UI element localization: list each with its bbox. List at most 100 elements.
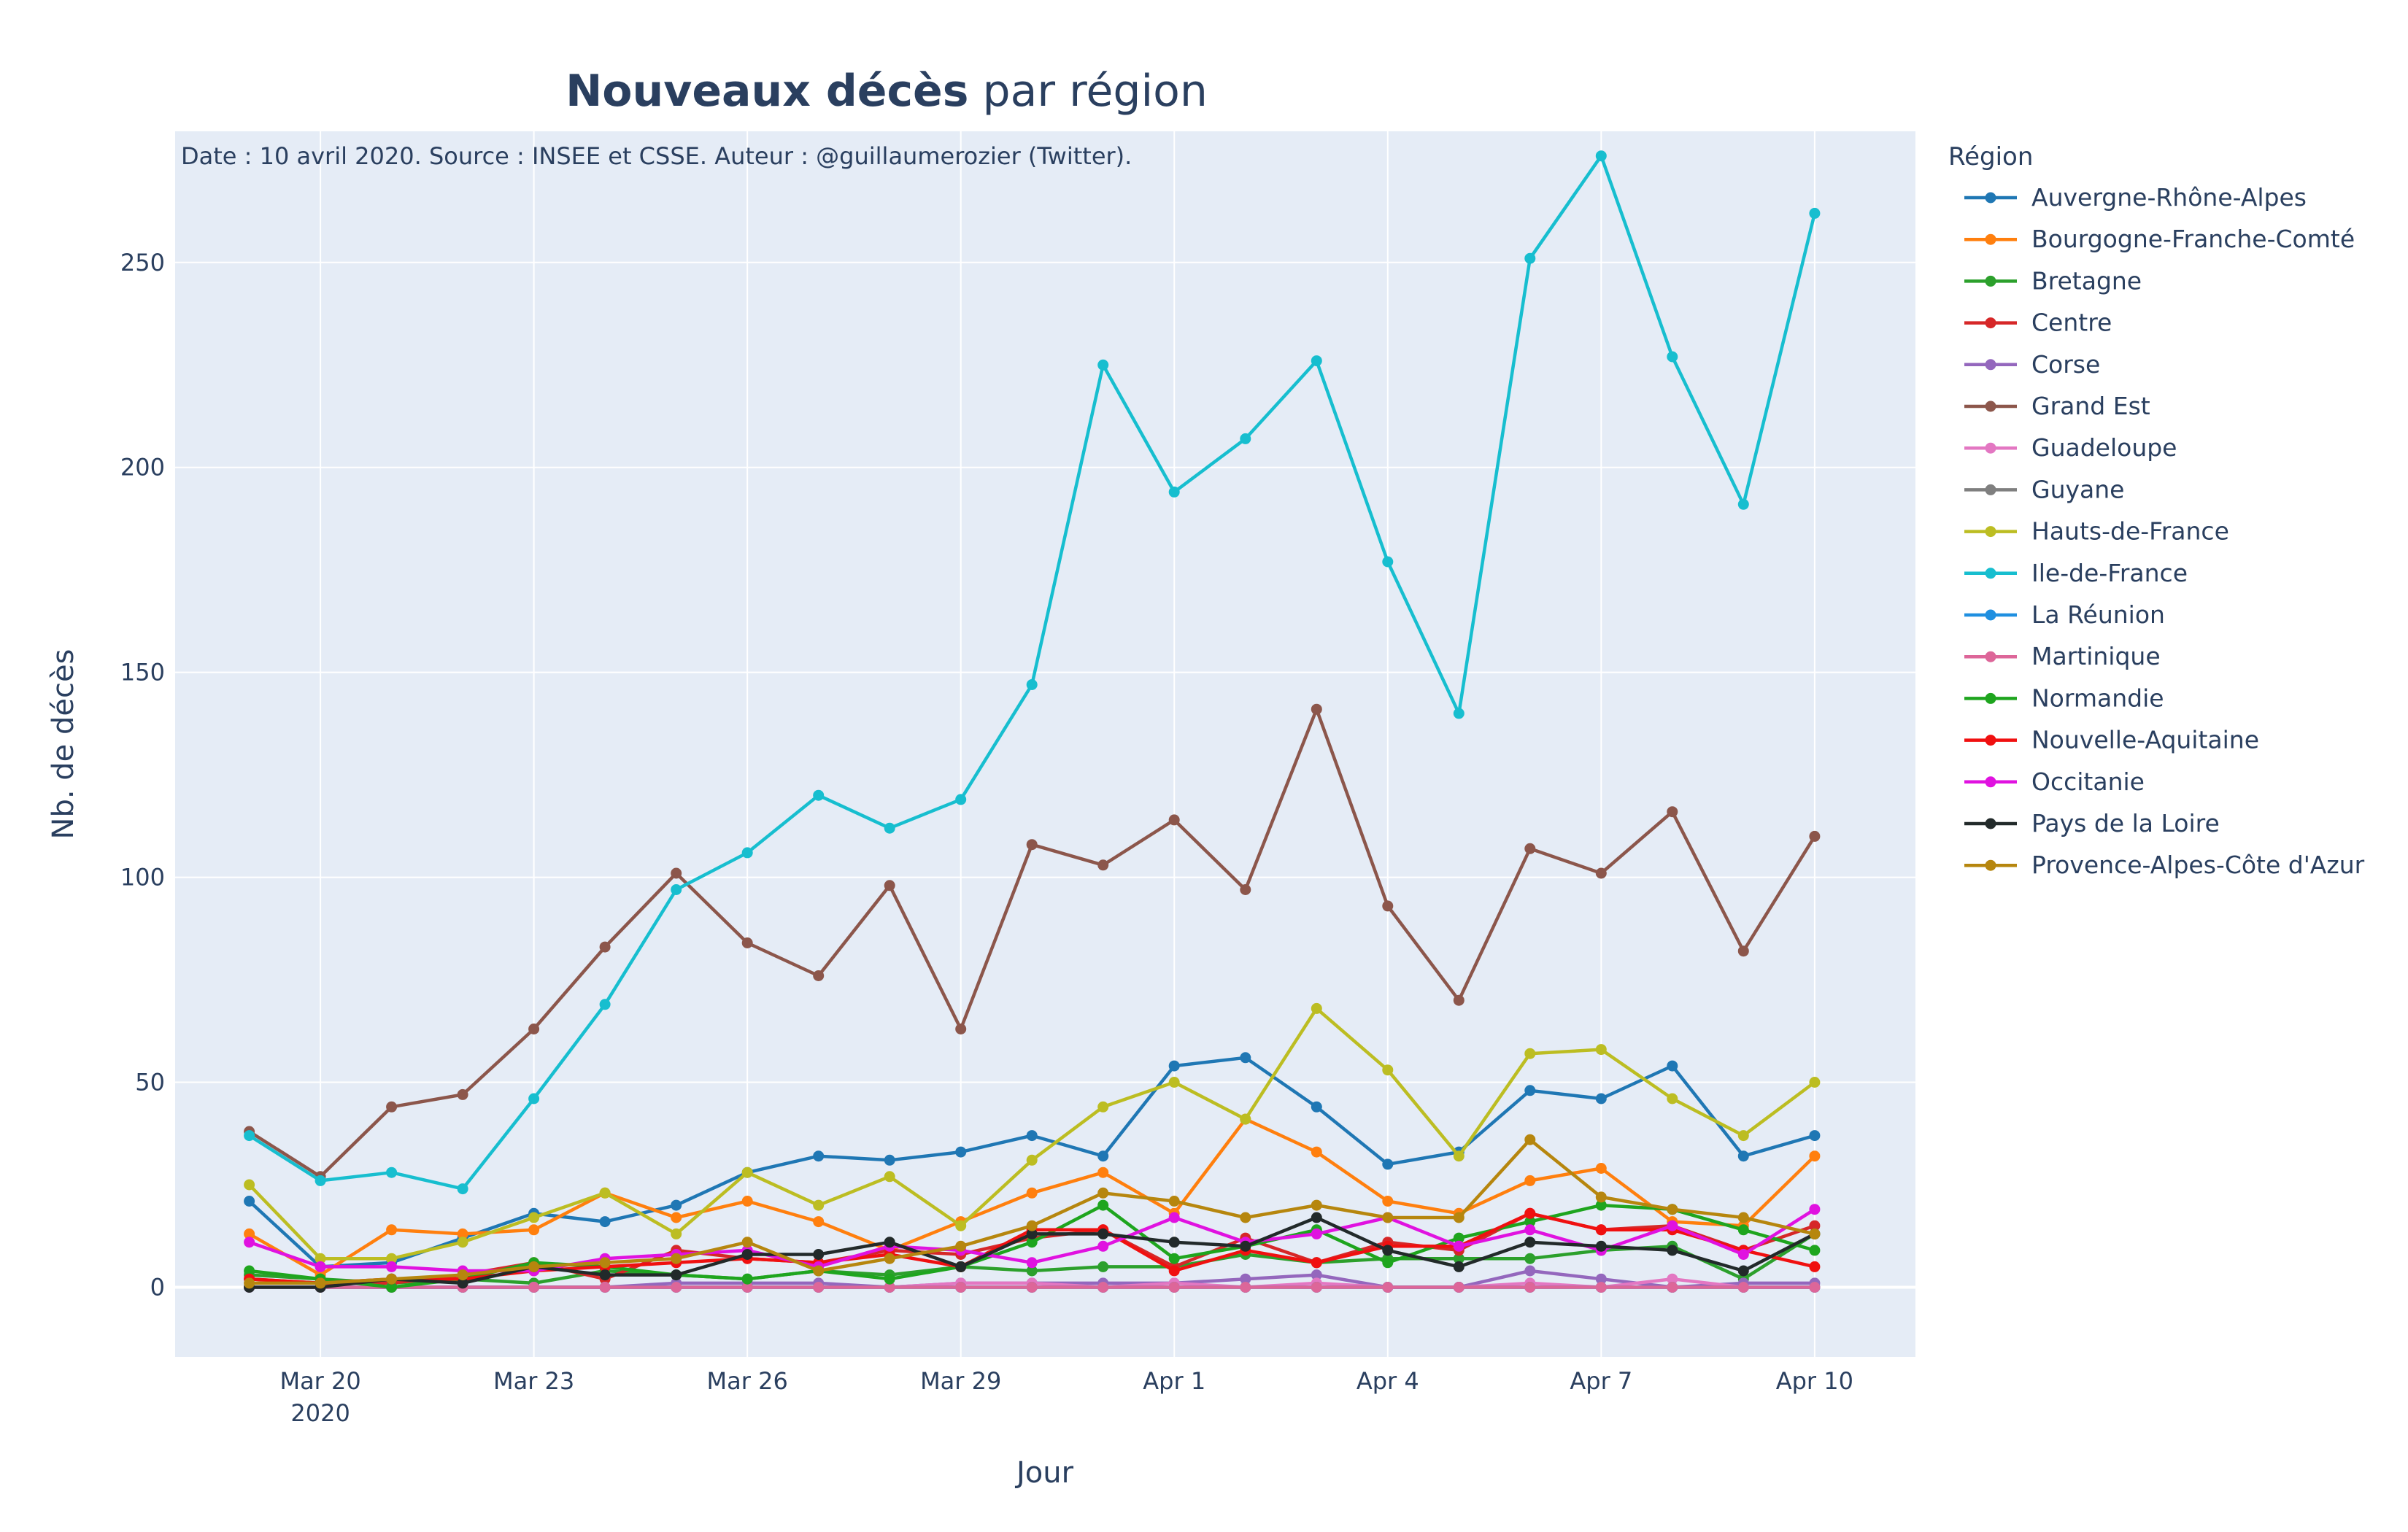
- data-point: [671, 1212, 682, 1223]
- x-tick-label: Mar 20: [279, 1367, 360, 1395]
- series-ile-de-france: [244, 150, 1821, 1195]
- y-tick-label: 100: [120, 864, 165, 891]
- x-tick-label: Apr 4: [1357, 1367, 1419, 1395]
- data-point: [1168, 486, 1180, 498]
- data-point: [244, 1265, 255, 1277]
- data-point: [741, 1282, 753, 1293]
- legend-swatch-marker: [1985, 651, 1996, 662]
- data-point: [1311, 1146, 1322, 1158]
- data-point: [314, 1277, 326, 1289]
- data-point: [1382, 1158, 1394, 1170]
- data-point: [1737, 1150, 1749, 1162]
- data-point: [955, 1282, 967, 1293]
- legend-swatch-marker: [1985, 317, 1996, 329]
- legend-label: Hauts-de-France: [2031, 517, 2229, 546]
- data-point: [813, 1199, 825, 1211]
- legend-item: Nouvelle-Aquitaine: [1964, 726, 2259, 754]
- data-point: [386, 1282, 398, 1293]
- data-point: [1453, 1212, 1465, 1223]
- data-point: [955, 1024, 967, 1034]
- series-hauts-de-france: [244, 1002, 1821, 1264]
- data-point: [386, 1224, 398, 1236]
- data-point: [1595, 150, 1607, 162]
- data-point: [813, 1249, 825, 1260]
- data-point: [1097, 859, 1109, 871]
- legend-swatch-marker: [1985, 776, 1996, 788]
- legend-item: Martinique: [1964, 642, 2161, 670]
- data-point: [528, 1261, 540, 1272]
- data-point: [599, 1187, 611, 1199]
- legend-item: Hauts-de-France: [1964, 517, 2229, 546]
- legend-label: Normandie: [2031, 684, 2164, 712]
- y-tick-label: 150: [120, 659, 165, 686]
- data-point: [528, 1282, 540, 1293]
- y-tick-label: 50: [135, 1069, 165, 1096]
- data-point: [1667, 1093, 1678, 1104]
- legend-label: Occitanie: [2031, 767, 2145, 796]
- data-point: [1667, 1282, 1678, 1293]
- data-point: [1026, 839, 1038, 851]
- data-point: [1240, 884, 1251, 895]
- data-point: [1168, 814, 1180, 826]
- data-point: [671, 884, 682, 895]
- data-point: [1809, 1130, 1821, 1142]
- data-point: [1595, 1224, 1607, 1236]
- data-point: [1524, 1253, 1536, 1264]
- data-point: [1737, 945, 1749, 957]
- data-point: [244, 1228, 255, 1239]
- data-point: [884, 1154, 895, 1166]
- legend-label: Ile-de-France: [2031, 559, 2188, 587]
- data-point: [1737, 1249, 1749, 1260]
- data-point: [1453, 1150, 1465, 1162]
- data-point: [1524, 1237, 1536, 1248]
- data-point: [1667, 351, 1678, 363]
- chart-title: Nouveaux décès par région: [566, 66, 1208, 117]
- legend-item: Auvergne-Rhône-Alpes: [1964, 183, 2307, 212]
- legend-label: Bretagne: [2031, 266, 2142, 295]
- data-point: [528, 1093, 540, 1104]
- data-point: [955, 1146, 967, 1158]
- data-point: [1240, 1273, 1251, 1285]
- data-point: [1311, 1212, 1322, 1223]
- data-point: [314, 1175, 326, 1186]
- data-point: [884, 1171, 895, 1183]
- legend-item: Occitanie: [1964, 767, 2145, 796]
- data-point: [884, 1282, 895, 1293]
- legend-item: Bretagne: [1964, 266, 2142, 295]
- data-point: [1240, 433, 1251, 444]
- data-point: [1453, 1282, 1465, 1293]
- x-tick-label: Mar 26: [707, 1367, 788, 1395]
- legend-label: Provence-Alpes-Côte d'Azur: [2031, 851, 2365, 879]
- data-point: [1524, 1216, 1536, 1228]
- data-point: [1382, 1282, 1394, 1293]
- legend-swatch-marker: [1985, 818, 1996, 829]
- data-point: [1311, 1228, 1322, 1239]
- plot-background: [175, 131, 1915, 1357]
- data-point: [528, 1024, 540, 1034]
- data-point: [386, 1253, 398, 1264]
- legend-label: Grand Est: [2031, 392, 2150, 420]
- legend-item: Bourgogne-Franche-Comté: [1964, 225, 2355, 253]
- data-point: [1524, 1224, 1536, 1236]
- legend-label: Pays de la Loire: [2031, 809, 2220, 837]
- data-point: [1595, 1191, 1607, 1203]
- series-group: [244, 150, 1821, 1293]
- chart-title-rest: par région: [968, 66, 1207, 117]
- x-tick-label: Apr 7: [1570, 1367, 1632, 1395]
- data-point: [1240, 1113, 1251, 1125]
- data-point: [955, 1220, 967, 1231]
- x-axis-title: Jour: [1014, 1456, 1074, 1490]
- legend-swatch-marker: [1985, 859, 1996, 871]
- legend-swatch-marker: [1985, 359, 1996, 371]
- x-tick-label: Apr 1: [1143, 1367, 1205, 1395]
- data-point: [1097, 1228, 1109, 1239]
- data-point: [1026, 1220, 1038, 1231]
- data-point: [1382, 1245, 1394, 1256]
- data-point: [244, 1277, 255, 1289]
- data-point: [1524, 843, 1536, 854]
- data-point: [1311, 703, 1322, 715]
- data-point: [1168, 1282, 1180, 1293]
- data-point: [1667, 1245, 1678, 1256]
- data-point: [1809, 1077, 1821, 1088]
